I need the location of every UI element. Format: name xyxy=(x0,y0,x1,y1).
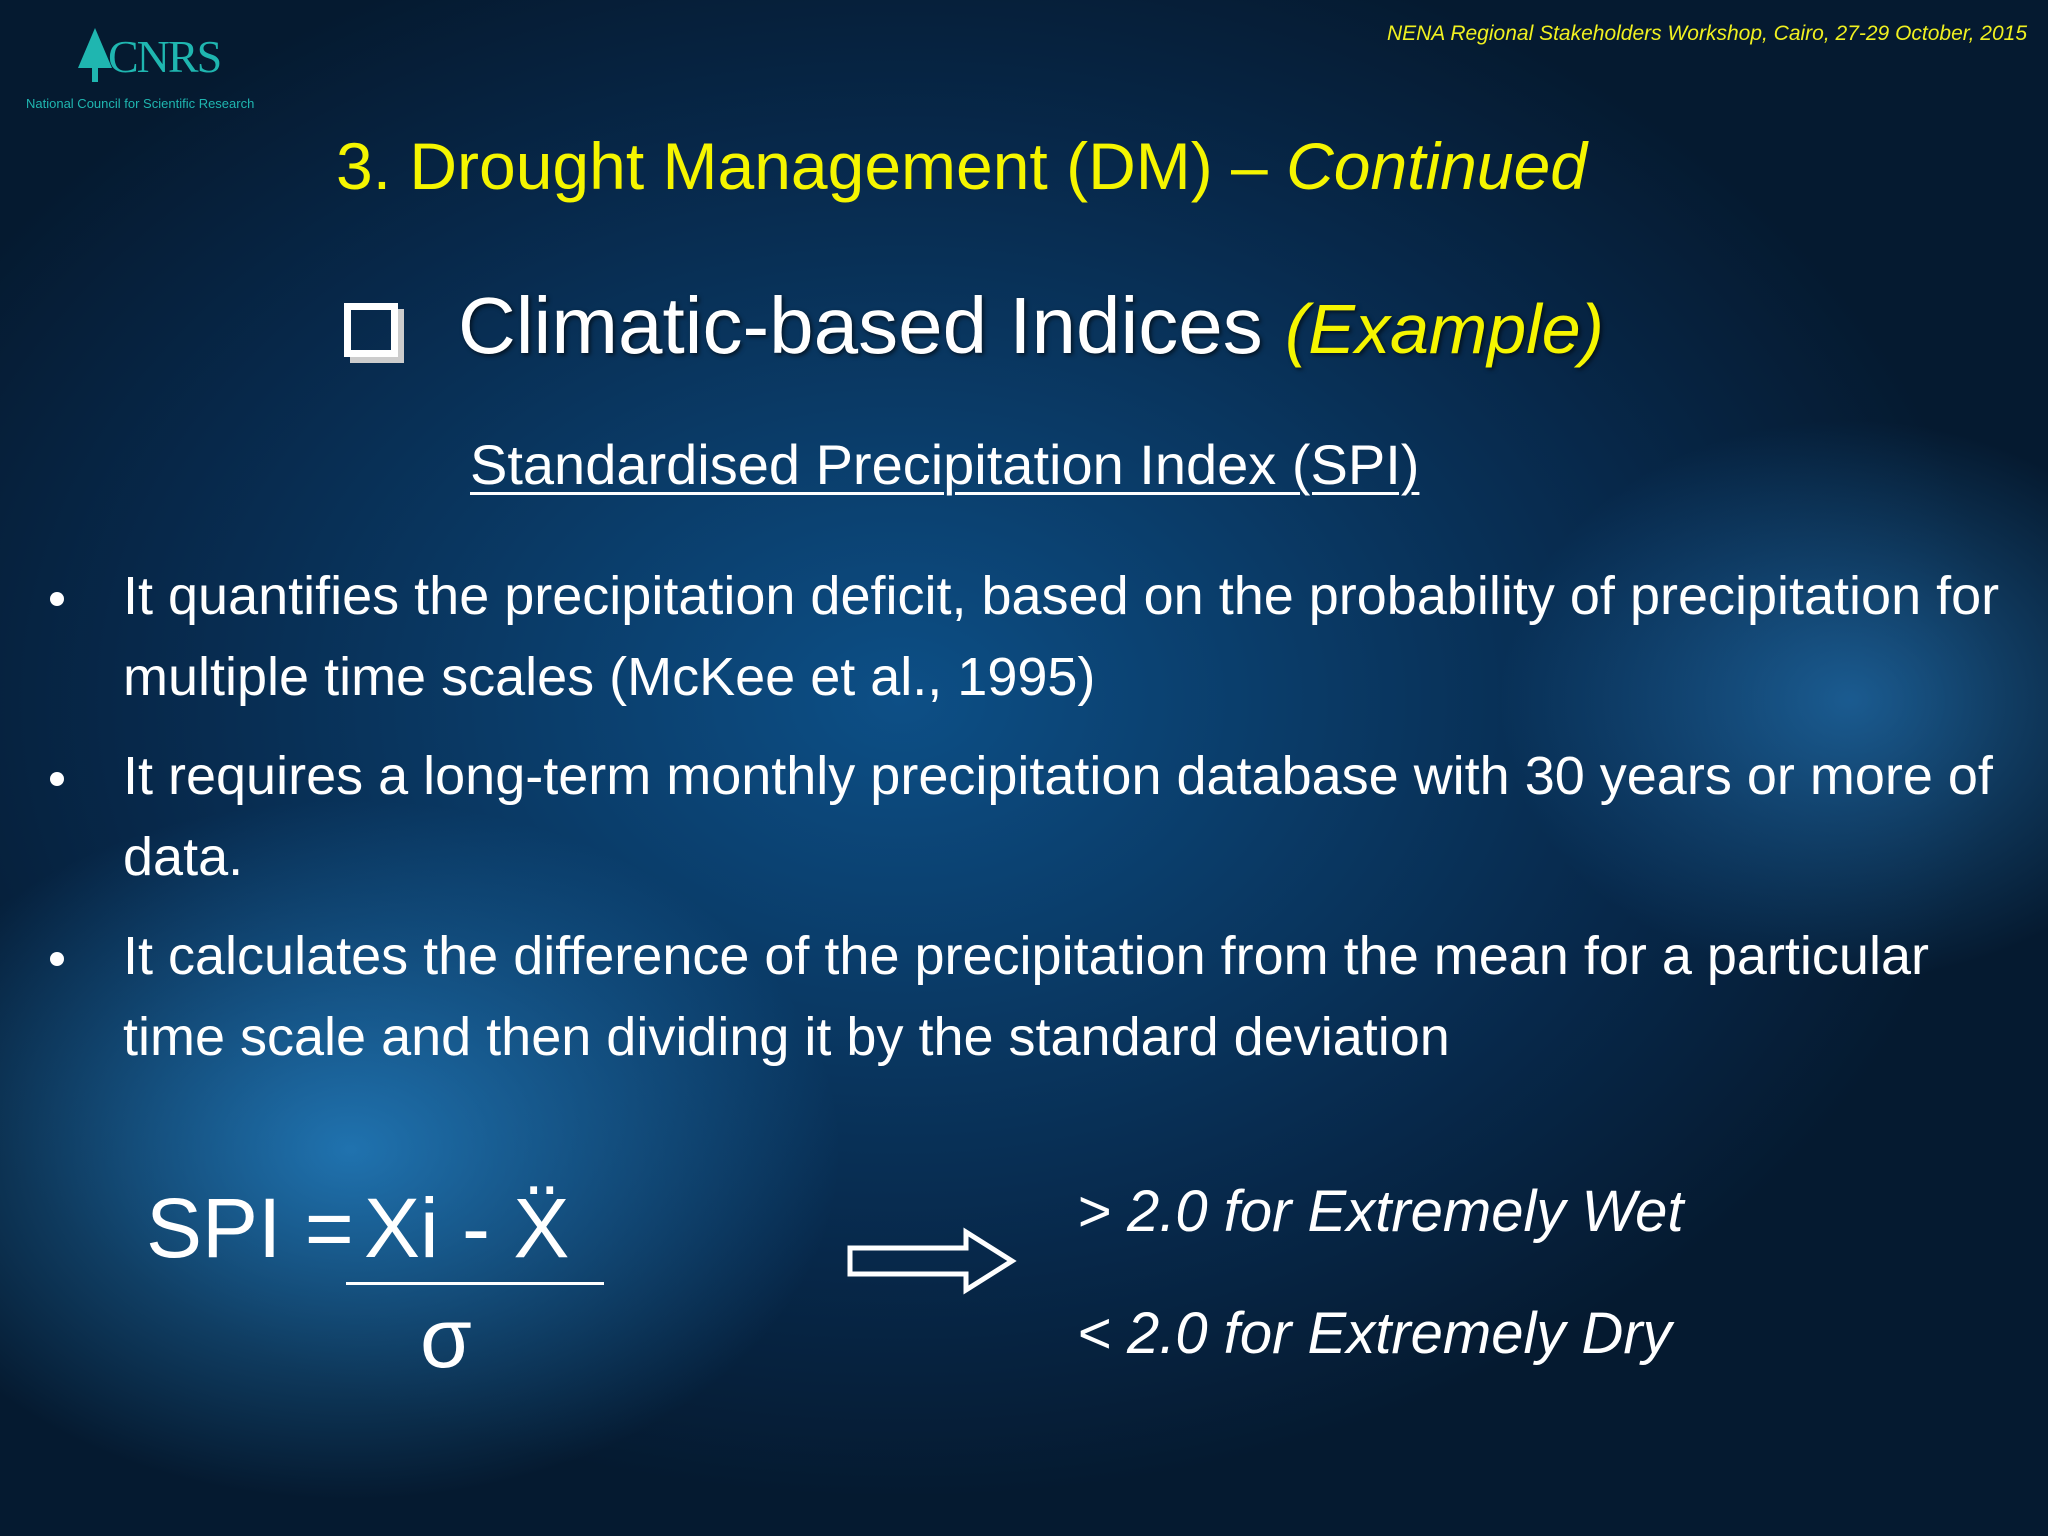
event-info: NENA Regional Stakeholders Workshop, Cai… xyxy=(1386,22,2027,45)
slide-title: 3. Drought Management (DM) – Continued xyxy=(336,128,1587,204)
logo-text: CNRS xyxy=(108,31,222,82)
bullet: It quantifies the precipitation deficit,… xyxy=(40,556,2000,718)
logo-tree xyxy=(78,28,112,82)
formula-lhs: SPI = xyxy=(146,1181,354,1275)
subtitle-main: Climatic-based Indices xyxy=(458,281,1263,370)
logo-subtitle: National Council for Scientific Research xyxy=(26,96,255,111)
result: < 2.0 for Extremely Dry xyxy=(1077,1301,1672,1366)
formula-numerator: Xi - Ẍ xyxy=(364,1181,570,1275)
subtitle: Climatic-based Indices (Example) xyxy=(344,280,1604,372)
checkbox-icon xyxy=(344,303,398,357)
fraction-line xyxy=(346,1282,604,1285)
bullet-list: It quantifies the precipitation deficit,… xyxy=(40,556,2000,1096)
result: > 2.0 for Extremely Wet xyxy=(1077,1179,1684,1244)
bullet: It requires a long-term monthly precipit… xyxy=(40,736,2000,898)
arrow xyxy=(847,1227,1017,1295)
formula-denominator: σ xyxy=(420,1291,472,1385)
subtitle-emphasis: (Example) xyxy=(1285,290,1604,368)
title-main: 3. Drought Management (DM) – xyxy=(336,129,1287,203)
title-emphasis: Continued xyxy=(1286,129,1587,203)
section-heading: Standardised Precipitation Index (SPI) xyxy=(470,433,1420,496)
bullet: It calculates the difference of the prec… xyxy=(40,916,2000,1078)
